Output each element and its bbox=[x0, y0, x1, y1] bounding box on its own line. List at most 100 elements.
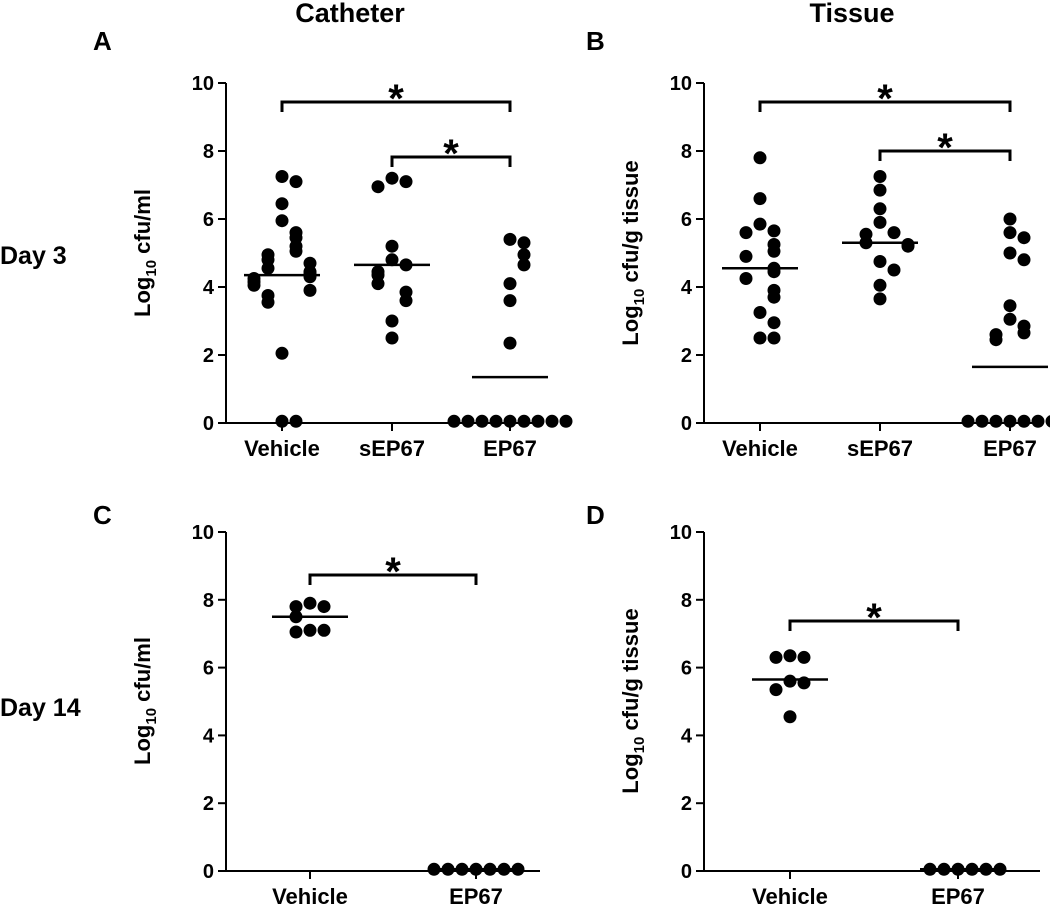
data-point bbox=[753, 151, 767, 165]
data-point bbox=[1003, 312, 1017, 326]
x-category-label: EP67 bbox=[449, 884, 503, 906]
data-point bbox=[1003, 212, 1017, 226]
data-point bbox=[961, 414, 975, 428]
data-point bbox=[739, 249, 753, 263]
x-category-label: EP67 bbox=[483, 436, 537, 461]
data-point bbox=[475, 414, 489, 428]
data-point bbox=[989, 414, 1003, 428]
data-point bbox=[1017, 326, 1031, 340]
data-point bbox=[1003, 246, 1017, 260]
panel-letter: A bbox=[93, 26, 112, 56]
data-point bbox=[275, 346, 289, 360]
data-point bbox=[503, 232, 517, 246]
y-tick-label: 6 bbox=[681, 658, 692, 680]
data-point bbox=[739, 226, 753, 240]
y-axis-label-main: Log bbox=[130, 277, 155, 317]
y-tick-label: 2 bbox=[203, 793, 214, 815]
panel-letter: C bbox=[93, 500, 112, 530]
y-axis-label-unit: cfu/ml bbox=[130, 637, 155, 708]
data-point bbox=[531, 414, 545, 428]
data-point bbox=[275, 214, 289, 228]
data-point bbox=[289, 600, 303, 614]
y-tick-label: 10 bbox=[192, 73, 214, 95]
y-axis-label-unit: cfu/g tissue bbox=[618, 160, 643, 288]
data-point bbox=[517, 414, 531, 428]
data-point bbox=[767, 290, 781, 304]
data-point bbox=[461, 414, 475, 428]
panel-letter: D bbox=[586, 500, 605, 530]
data-point bbox=[753, 192, 767, 206]
row-label-day-3: Day 3 bbox=[0, 242, 67, 270]
x-category-label: Vehicle bbox=[752, 884, 828, 906]
data-point bbox=[753, 217, 767, 231]
y-tick-label: 4 bbox=[681, 277, 693, 299]
y-tick-label: 6 bbox=[203, 209, 214, 231]
column-header-tissue: Tissue bbox=[809, 0, 894, 28]
y-axis-label-subscript: 10 bbox=[631, 289, 648, 306]
data-point bbox=[385, 314, 399, 328]
significance-bracket bbox=[878, 149, 1012, 161]
data-point bbox=[975, 414, 989, 428]
significance-bracket bbox=[788, 619, 960, 631]
data-point bbox=[517, 248, 531, 262]
data-point bbox=[275, 414, 289, 428]
data-point bbox=[873, 215, 887, 229]
data-point bbox=[753, 306, 767, 319]
data-point bbox=[317, 600, 331, 614]
x-category-label: EP67 bbox=[931, 884, 985, 906]
data-point bbox=[783, 674, 797, 688]
y-tick-label: 10 bbox=[192, 522, 214, 544]
y-axis-label-subscript: 10 bbox=[143, 260, 160, 277]
data-point bbox=[289, 625, 303, 639]
y-tick-label: 8 bbox=[203, 590, 214, 612]
data-point bbox=[503, 277, 517, 291]
data-point bbox=[989, 333, 1003, 347]
x-category-label: sEP67 bbox=[359, 436, 425, 461]
y-tick-label: 6 bbox=[681, 209, 692, 231]
data-point bbox=[545, 414, 559, 428]
data-point bbox=[427, 862, 441, 876]
data-point bbox=[517, 236, 531, 250]
data-point bbox=[1017, 253, 1031, 267]
data-point bbox=[247, 278, 261, 292]
data-point bbox=[517, 258, 531, 272]
data-point bbox=[769, 683, 783, 697]
x-category-label: Vehicle bbox=[272, 884, 348, 906]
data-point bbox=[447, 414, 461, 428]
significance-star: * bbox=[443, 132, 459, 176]
data-point bbox=[887, 263, 901, 277]
data-point bbox=[739, 272, 753, 285]
data-point bbox=[1003, 414, 1017, 428]
data-point bbox=[385, 171, 399, 185]
data-point bbox=[753, 331, 767, 345]
data-point bbox=[873, 292, 887, 306]
y-tick-label: 0 bbox=[203, 861, 214, 883]
row-label-day-14: Day 14 bbox=[0, 694, 81, 722]
data-point bbox=[503, 294, 517, 308]
data-point bbox=[783, 649, 797, 663]
data-point bbox=[261, 295, 275, 309]
data-point bbox=[873, 202, 887, 216]
y-tick-label: 8 bbox=[203, 141, 214, 163]
data-point bbox=[399, 175, 413, 189]
data-point bbox=[873, 255, 887, 268]
y-axis-label: Log10 cfu/ml bbox=[130, 189, 160, 317]
data-point bbox=[385, 331, 399, 345]
data-point bbox=[385, 253, 399, 267]
data-point bbox=[303, 623, 317, 637]
y-tick-label: 0 bbox=[681, 861, 692, 883]
y-axis-label: Log10 cfu/ml bbox=[130, 637, 160, 765]
y-axis-label-subscript: 10 bbox=[631, 737, 648, 754]
y-tick-label: 0 bbox=[681, 413, 692, 435]
data-point bbox=[303, 270, 317, 284]
data-point bbox=[371, 277, 385, 291]
significance-star: * bbox=[385, 550, 401, 594]
y-tick-label: 2 bbox=[681, 793, 692, 815]
significance-bracket bbox=[758, 100, 1012, 112]
y-axis-label-unit: cfu/g tissue bbox=[618, 608, 643, 736]
data-point bbox=[1003, 299, 1017, 313]
